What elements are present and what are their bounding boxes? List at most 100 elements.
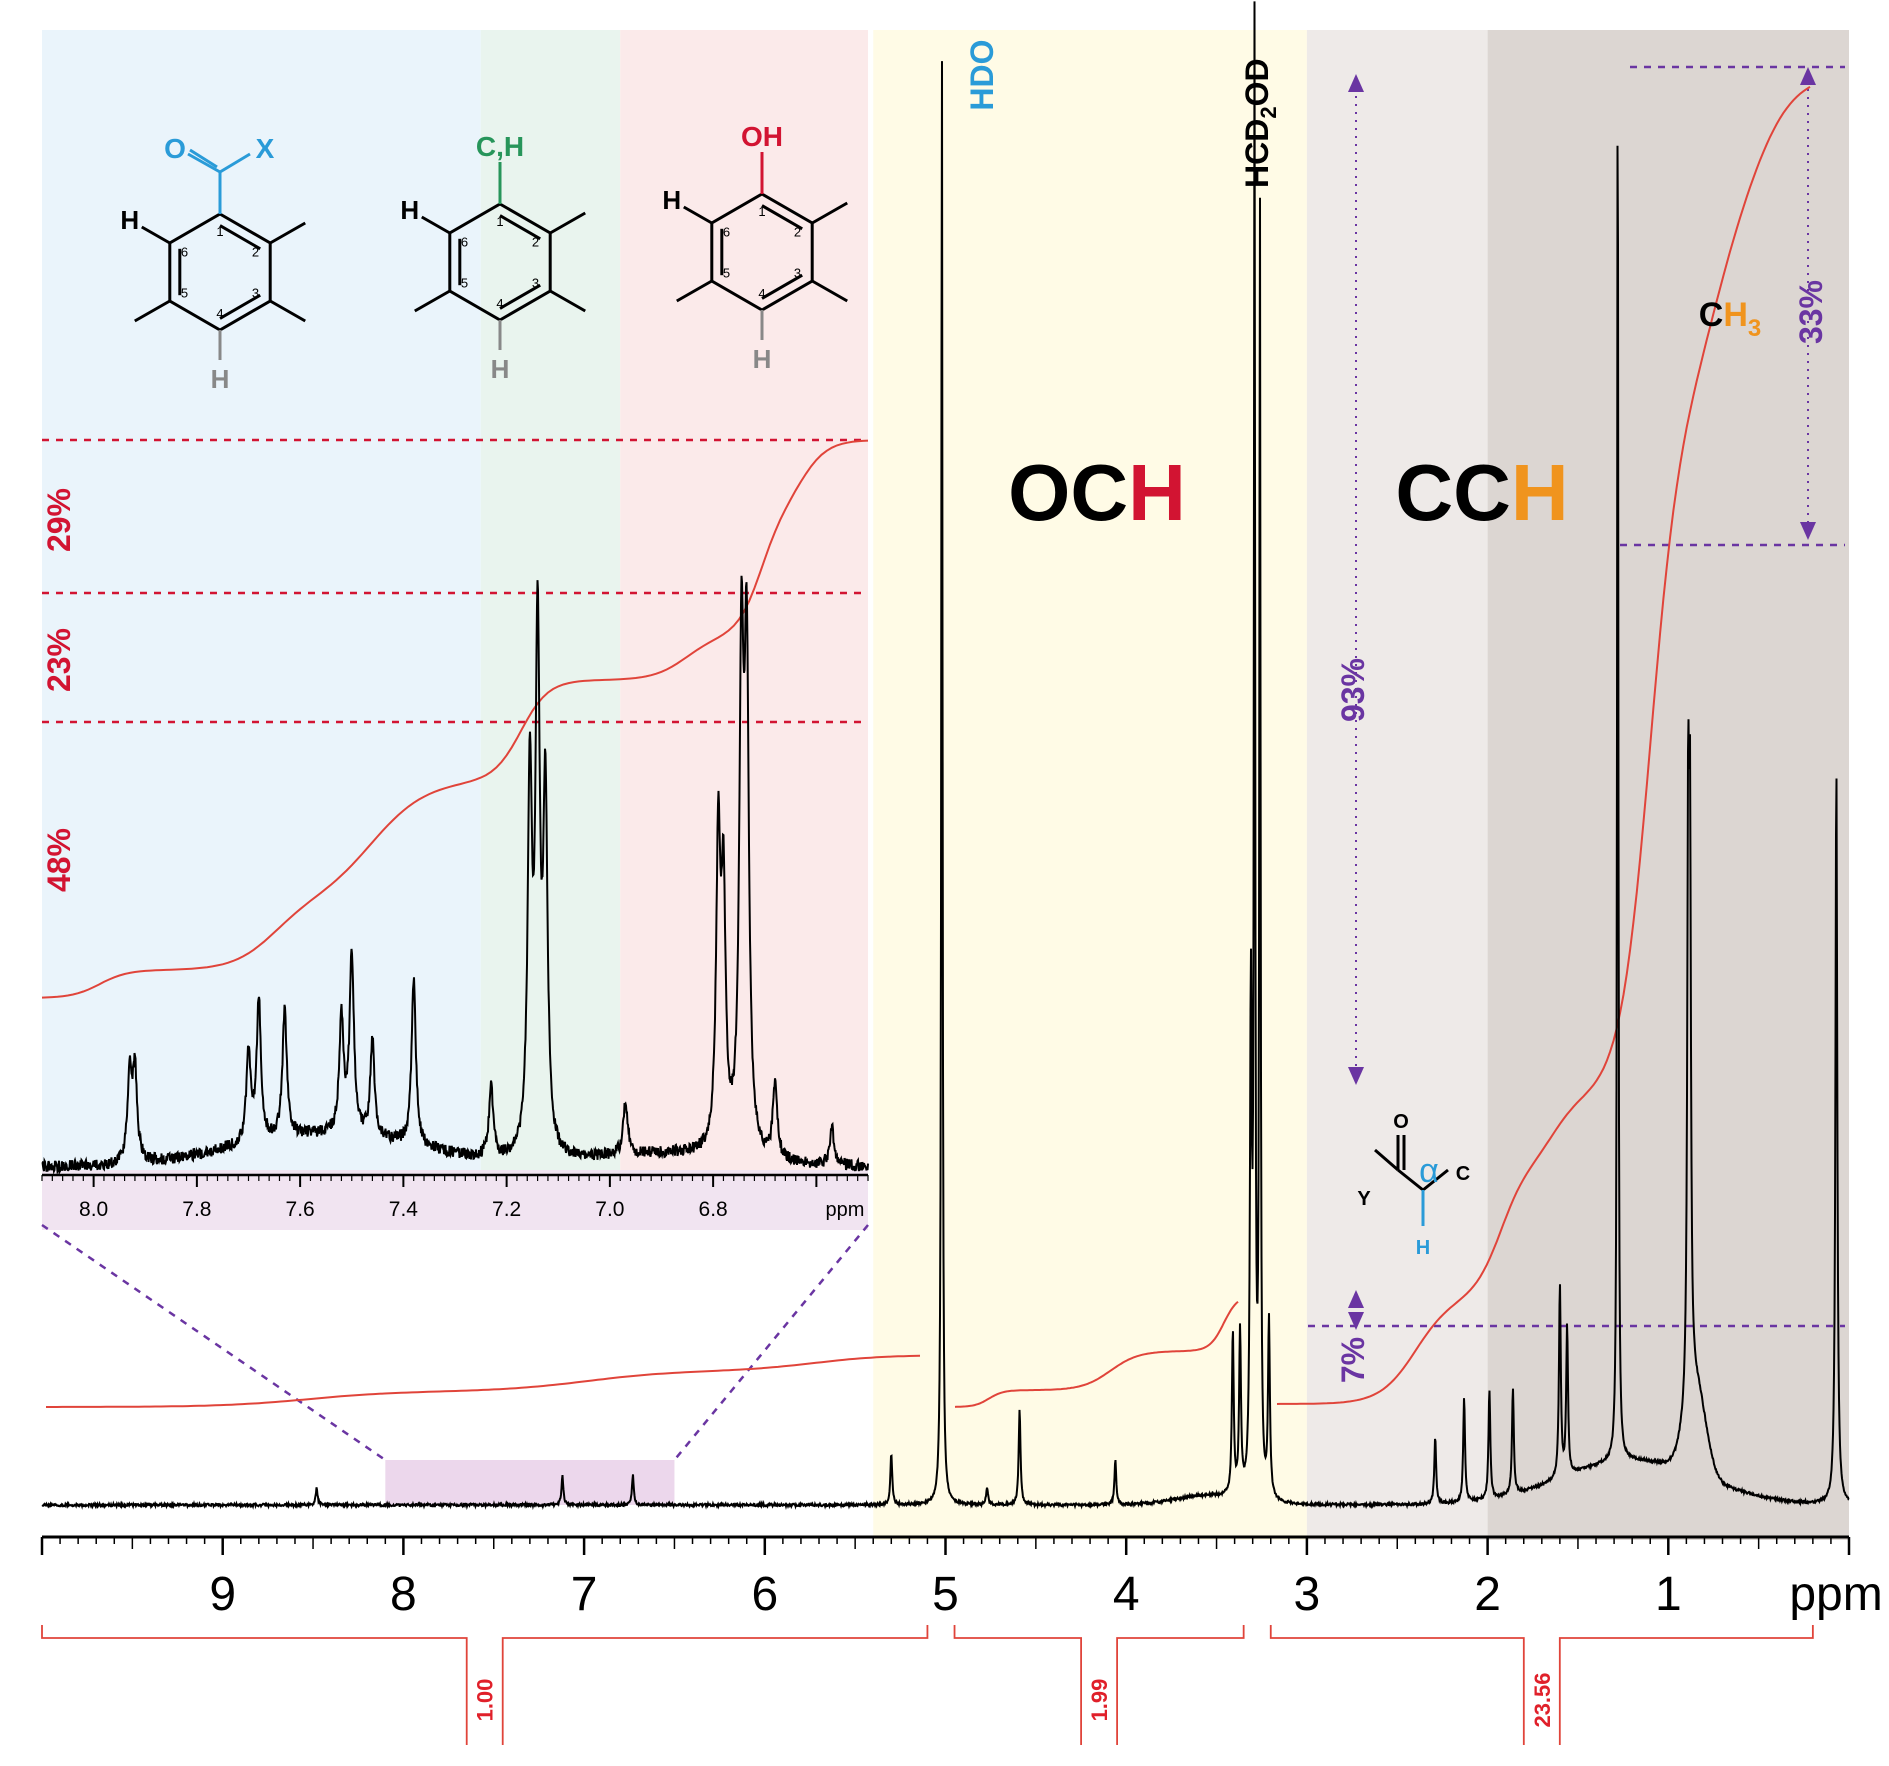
main-axis-unit-label: ppm bbox=[1789, 1568, 1882, 1621]
main-tick-label: 2 bbox=[1474, 1568, 1501, 1621]
inset-spectrum-trace bbox=[41, 575, 869, 1176]
methyl-33-arrow-head-down bbox=[1800, 522, 1816, 540]
integral-value-label: 1.00 bbox=[473, 1679, 498, 1722]
ring-position-number: 4 bbox=[758, 286, 765, 301]
ring-h6-label: H bbox=[120, 205, 139, 235]
ring-stub-2-0 bbox=[269, 221, 306, 245]
benzene-ring-1-double-bond-1 bbox=[499, 283, 541, 310]
alpha-symbol-label: α bbox=[1419, 1152, 1439, 1190]
ch3-label-part: 3 bbox=[1748, 315, 1761, 342]
alpha-h-label: H bbox=[1416, 1237, 1430, 1259]
alpha-y-label: Y bbox=[1357, 1188, 1371, 1210]
ring-stub-2-2 bbox=[811, 201, 848, 225]
ring-h6-bond-0 bbox=[141, 225, 171, 245]
inset-tick-label: 8.0 bbox=[79, 1198, 108, 1221]
zoom-region-band bbox=[385, 1460, 675, 1505]
ring-position-number: 1 bbox=[496, 214, 503, 229]
cch-region-label-part: H bbox=[1511, 448, 1569, 537]
och-region-label: OCH bbox=[1008, 448, 1186, 537]
zoom-connector-left bbox=[41, 1223, 387, 1462]
ring-h4-label: H bbox=[211, 364, 230, 394]
alpha-c-label: C bbox=[1456, 1163, 1470, 1185]
integral-bracket-layer: 1.00 1.99 23.56 bbox=[41, 1625, 1814, 1745]
percent-93-label: 93% bbox=[1335, 658, 1371, 722]
substituent-x-label: X bbox=[256, 133, 275, 164]
spectrum-layer bbox=[41, 1, 1850, 1511]
ch3-label: CH3 bbox=[1699, 296, 1761, 342]
ring-position-number: 3 bbox=[532, 276, 539, 291]
percent-29-label: 29% bbox=[41, 488, 77, 552]
carbonyl-bond-2 bbox=[189, 148, 218, 169]
alpha-7-arrow-head-down bbox=[1348, 1312, 1364, 1330]
structure-1: H H 1 2 3 4 5 6 C,H bbox=[400, 131, 586, 384]
inset-tick-label: 6.8 bbox=[699, 1198, 728, 1221]
ring-position-number: 2 bbox=[252, 245, 259, 260]
region-band-0 bbox=[873, 30, 1307, 1540]
main-spectrum-trace bbox=[41, 1, 1850, 1511]
benzene-ring-0-double-bond-0 bbox=[219, 224, 261, 251]
alpha-7-arrow-head-up bbox=[1348, 1290, 1364, 1308]
ring-h4-label: H bbox=[491, 354, 510, 384]
substituent-label: OH bbox=[741, 121, 783, 152]
benzene-ring-2-double-bond-1 bbox=[761, 273, 803, 300]
main-tick-label: 6 bbox=[751, 1568, 778, 1621]
alpha-93-arrow-head-down bbox=[1348, 1067, 1364, 1085]
ch3-label-part: C bbox=[1699, 296, 1724, 334]
inset-axis-unit-label: ppm bbox=[826, 1199, 865, 1221]
main-integral-curve-och bbox=[954, 1300, 1239, 1408]
ring-position-number: 5 bbox=[461, 276, 468, 291]
ring-h4-label: H bbox=[753, 344, 772, 374]
inset-tick-label: 7.8 bbox=[182, 1198, 211, 1221]
ring-stub-3-2 bbox=[811, 279, 848, 303]
percent-48-label: 48% bbox=[41, 828, 77, 892]
main-integral-curve-cch bbox=[1276, 86, 1811, 1405]
integral-bracket-1 bbox=[953, 1625, 1245, 1745]
region-band-2 bbox=[1487, 30, 1849, 1540]
ring-position-number: 6 bbox=[181, 245, 188, 260]
ring-position-number: 2 bbox=[794, 225, 801, 240]
och-region-label-part: H bbox=[1128, 448, 1186, 537]
zoom-connector-right bbox=[673, 1224, 869, 1461]
integral-value-label: 1.99 bbox=[1087, 1679, 1112, 1722]
alpha-93-arrow-head-up bbox=[1348, 74, 1364, 92]
main-tick-label: 4 bbox=[1113, 1568, 1140, 1621]
ring-h6-label: H bbox=[662, 185, 681, 215]
benzene-ring-1-double-bond-0 bbox=[499, 214, 541, 241]
ring-h6-label: H bbox=[400, 195, 419, 225]
main-tick-label: 5 bbox=[932, 1568, 959, 1621]
inset-integral-curve bbox=[41, 439, 869, 999]
methanol-label-part: OD bbox=[1239, 58, 1275, 106]
ring-stub-5-2 bbox=[676, 279, 713, 303]
inset-tick-label: 7.2 bbox=[492, 1198, 521, 1221]
alpha-c-bond bbox=[1397, 1168, 1424, 1192]
alpha-y-bond bbox=[1374, 1148, 1399, 1172]
structure-layer: H H 1 2 3 4 5 6 O X H H 1 2 3 4 5 6 C,H H H 1 2 3 4 5 6 OH O Yα C H bbox=[120, 121, 1470, 1259]
alpha-structure: O Yα C H bbox=[1357, 1111, 1470, 1259]
substituent-label: C,H bbox=[476, 131, 524, 162]
main-tick-label: 7 bbox=[571, 1568, 598, 1621]
ring-position-number: 1 bbox=[216, 224, 223, 239]
alpha-o-label: O bbox=[1393, 1111, 1409, 1133]
ring-position-number: 6 bbox=[723, 225, 730, 240]
axis-layer: 9 8 7 6 5 4 3 2 1 ppm 8.0 7.8 7.6 7.4 7.2 7.0 6.8 ppm bbox=[40, 1173, 1883, 1621]
main-integral-curve-aromatic bbox=[46, 1354, 921, 1408]
methanol-label-part: 2 bbox=[1256, 106, 1281, 118]
inset-region-band-0 bbox=[42, 30, 481, 1170]
background-layer bbox=[385, 30, 1849, 1540]
main-tick-label: 8 bbox=[390, 1568, 417, 1621]
ring-position-number: 3 bbox=[794, 266, 801, 281]
inset-tick-label: 7.0 bbox=[595, 1198, 624, 1221]
ring-position-number: 4 bbox=[496, 296, 503, 311]
region-band-1 bbox=[1306, 30, 1488, 1540]
inset-background-layer bbox=[42, 30, 868, 1230]
ring-position-number: 5 bbox=[181, 286, 188, 301]
carbonyl-x-bond bbox=[219, 152, 251, 174]
methanol-label-part: HCD bbox=[1239, 119, 1275, 188]
main-tick-label: 3 bbox=[1294, 1568, 1321, 1621]
ring-stub-3-0 bbox=[269, 299, 306, 323]
ring-stub-5-0 bbox=[134, 299, 171, 323]
methyl-33-arrow-head-up bbox=[1800, 67, 1816, 85]
integral-bracket-0 bbox=[41, 1625, 929, 1745]
